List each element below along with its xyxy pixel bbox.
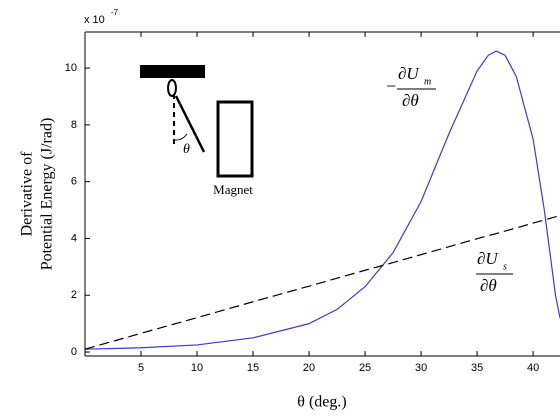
annotation-minus: −: [385, 76, 397, 96]
inset-angle: θ: [183, 142, 190, 157]
y-tick-label: 10: [65, 62, 77, 74]
annotation-numerator: ∂U: [477, 249, 499, 268]
y-axis-label: Derivative of: [19, 151, 36, 237]
annotation-subscript: s: [503, 261, 507, 272]
series-line: [84, 214, 560, 350]
y-tick-label: 8: [71, 119, 77, 131]
inset-magnet: [216, 100, 254, 178]
x-tick-label: 20: [303, 362, 315, 374]
x-tick-label: 5: [138, 362, 144, 374]
annotation-denominator: ∂θ: [402, 91, 419, 110]
annotation-um: − ∂U m ∂θ: [385, 64, 436, 110]
x-tick-label: 25: [359, 362, 371, 374]
x-tick-label: 40: [527, 362, 539, 374]
inset-label: Magnet: [213, 182, 253, 197]
inset-support: [140, 65, 205, 78]
multiplier-base: x 10: [84, 14, 105, 26]
x-tick-label: 10: [191, 362, 203, 374]
inset-pendulum: [174, 95, 206, 153]
annotation-subscript: m: [424, 76, 431, 87]
x-axis-label: θ (deg.): [297, 394, 346, 411]
y-tick-label: 4: [71, 232, 77, 244]
series-line: [84, 50, 560, 350]
x-tick-label: 35: [471, 362, 483, 374]
inset-loop: [167, 79, 177, 97]
inset-arc: [173, 133, 188, 141]
y-axis-label: Potential Energy (J/rad): [39, 118, 56, 271]
annotation-us: ∂U s ∂θ: [476, 249, 513, 295]
annotation-denominator: ∂θ: [480, 276, 497, 295]
y-tick-label: 6: [71, 176, 77, 188]
y-tick-label: 2: [71, 289, 77, 301]
y-tick-label: 0: [71, 346, 77, 358]
annotation-numerator: ∂U: [398, 64, 420, 83]
x-tick-label: 15: [247, 362, 259, 374]
multiplier-exponent: -7: [111, 8, 119, 17]
x-tick-label: 30: [415, 362, 427, 374]
inset-diagram: θ Magnet: [140, 65, 254, 197]
